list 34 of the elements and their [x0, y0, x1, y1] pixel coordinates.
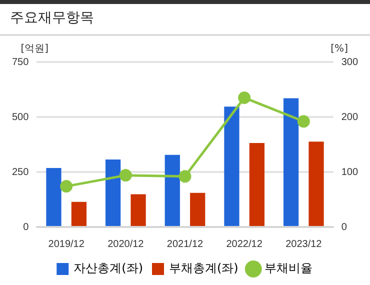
legend-label: 부채비율 — [264, 261, 312, 276]
y2-tick-label: 300 — [341, 56, 358, 68]
bar — [130, 194, 146, 226]
bar — [190, 192, 206, 226]
y-tick-label: 750 — [12, 56, 30, 68]
y2-tick-label: 200 — [341, 112, 358, 123]
y-axis-title: [억원] — [20, 44, 49, 55]
legend-label: 자산총계(좌) — [74, 261, 144, 276]
x-tick-label: 2019/12 — [48, 238, 85, 250]
bar — [249, 142, 264, 226]
bar — [106, 159, 121, 226]
bar — [283, 98, 299, 226]
y-tick-label: 0 — [23, 222, 30, 233]
bar — [71, 202, 87, 226]
y-tick-label: 500 — [12, 112, 30, 123]
x-tick-label: 2023/12 — [286, 238, 322, 250]
legend-label: 부채총계(좌) — [169, 261, 238, 276]
x-tick-label: 2022/12 — [226, 238, 263, 250]
y2-tick-label: 0 — [341, 222, 348, 233]
x-tick-label: 2021/12 — [166, 238, 204, 250]
bar — [164, 154, 180, 226]
bar — [224, 106, 240, 226]
x-tick-label: 2020/12 — [108, 238, 144, 250]
point — [178, 170, 192, 183]
point — [297, 115, 310, 128]
point — [119, 169, 132, 182]
point — [238, 92, 251, 104]
bar — [308, 142, 324, 226]
point — [60, 180, 73, 193]
y-tick-label: 250 — [12, 166, 30, 178]
chart-title: 주요재무항목 — [9, 9, 95, 28]
bar — [46, 168, 62, 226]
y2-axis-title: [%] — [330, 44, 348, 55]
y2-tick-label: 100 — [341, 166, 358, 178]
